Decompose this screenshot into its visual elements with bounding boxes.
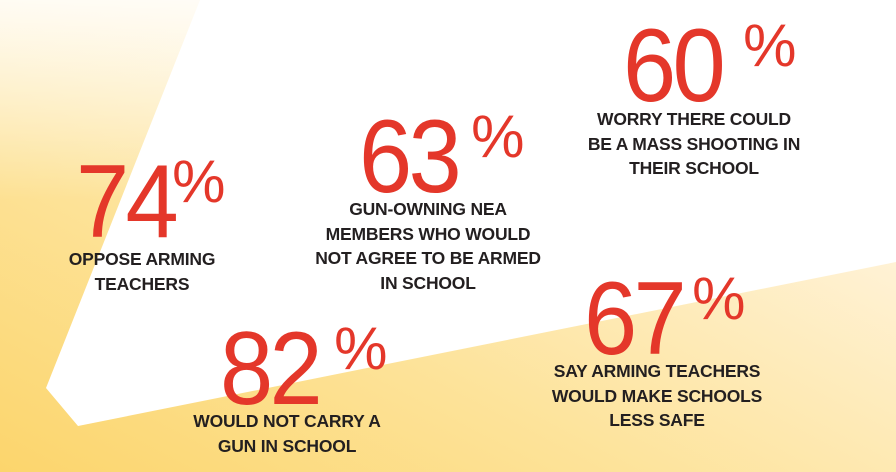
stat-oppose-arming: 74 % OPPOSE ARMING TEACHERS (42, 150, 242, 296)
caption-line: LESS SAFE (609, 410, 705, 430)
stat-value-block: 74 % (76, 144, 225, 260)
percent-sign: % (172, 148, 226, 215)
percent-sign: % (692, 265, 746, 332)
stat-value-block: 82 % (220, 311, 387, 427)
caption-line: WORRY THERE COULD (597, 109, 791, 129)
stat-caption: GUN-OWNING NEA MEMBERS WHO WOULD NOT AGR… (298, 197, 558, 295)
percent-sign: % (743, 12, 797, 79)
stat-value: 82 (220, 311, 323, 427)
percent-sign: % (471, 103, 525, 170)
stat-caption: WOULD NOT CARRY A GUN IN SCHOOL (157, 409, 417, 458)
caption-line: GUN-OWNING NEA (349, 199, 507, 219)
stat-value-block: 60 % (623, 8, 796, 124)
caption-line: GUN IN SCHOOL (217, 435, 357, 456)
caption-line: SAY ARMING TEACHERS (553, 361, 761, 381)
stat-worry-mass-shooting: 60 % WORRY THERE COULD BE A MASS SHOOTIN… (564, 14, 824, 181)
caption-line: WOULD NOT CARRY A (193, 411, 381, 431)
caption-line: IN SCHOOL (380, 272, 476, 293)
stat-caption: WORRY THERE COULD BE A MASS SHOOTING IN … (564, 107, 824, 181)
percent-sign: % (334, 315, 388, 382)
stat-gun-owning-not-armed: 63 % GUN-OWNING NEA MEMBERS WHO WOULD NO… (298, 105, 558, 295)
caption-line: OPPOSE ARMING (68, 249, 216, 269)
stat-less-safe: 67 % SAY ARMING TEACHERS WOULD MAKE SCHO… (527, 267, 787, 433)
caption-line: BE A MASS SHOOTING IN (587, 133, 801, 154)
caption-line: WOULD MAKE SCHOOLS (551, 385, 763, 406)
caption-line: MEMBERS WHO WOULD (325, 223, 531, 244)
caption-line: THEIR SCHOOL (629, 158, 759, 178)
stat-caption: SAY ARMING TEACHERS WOULD MAKE SCHOOLS L… (527, 359, 787, 433)
stat-value: 60 (623, 8, 726, 124)
stat-caption: OPPOSE ARMING TEACHERS (42, 247, 242, 296)
stat-value: 63 (359, 99, 462, 215)
stat-value-block: 67 % (584, 261, 745, 377)
stat-value: 74 (76, 144, 179, 260)
stat-value: 67 (584, 261, 687, 377)
caption-line: NOT AGREE TO BE ARMED (315, 248, 541, 268)
stat-not-carry-gun: 82 % WOULD NOT CARRY A GUN IN SCHOOL (157, 317, 417, 458)
caption-line: TEACHERS (94, 273, 190, 294)
stat-value-block: 63 % (359, 99, 524, 215)
